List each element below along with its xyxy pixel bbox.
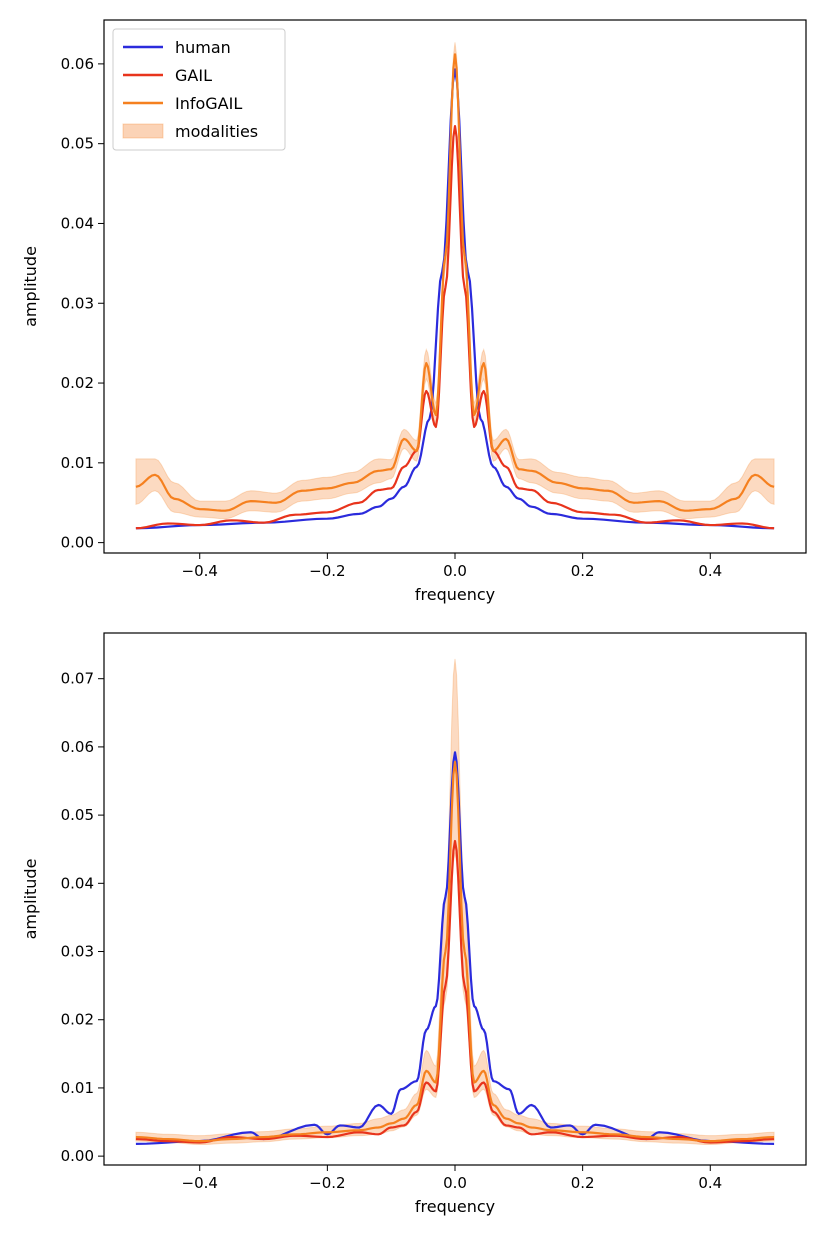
y-tick-label: 0.06 <box>61 738 94 756</box>
y-tick-label: 0.00 <box>61 534 94 552</box>
y-tick-label: 0.02 <box>61 1011 94 1029</box>
y-tick-label: 0.01 <box>61 454 94 472</box>
x-axis-label: frequency <box>415 585 495 604</box>
legend-swatch-modalities <box>122 123 164 139</box>
plot-area-2 <box>135 658 775 1146</box>
x-tick-label: 0.4 <box>698 1174 722 1192</box>
legend-label: human <box>175 38 231 57</box>
y-tick-label: 0.04 <box>61 874 94 892</box>
x-tick-label: −0.4 <box>182 562 218 580</box>
y-axis-label: amplitude <box>21 859 40 940</box>
series-line-human <box>135 68 775 530</box>
y-tick-label: 0.06 <box>61 55 94 73</box>
series-line-infogail <box>135 760 775 1143</box>
series-line-gail <box>135 125 775 530</box>
modalities-band <box>135 658 775 1146</box>
legend-label: InfoGAIL <box>175 94 242 113</box>
x-axis-label: frequency <box>415 1197 495 1216</box>
plot-area-1 <box>135 42 775 530</box>
y-axis-label: amplitude <box>21 246 40 327</box>
series-line-infogail <box>135 53 775 512</box>
y-tick-label: 0.05 <box>61 806 94 824</box>
x-tick-label: 0.4 <box>698 562 722 580</box>
x-tick-label: 0.0 <box>443 1174 467 1192</box>
chart-panel-2: −0.4 −0.2 0.0 0.2 0.4 0.00 0.01 0.02 0.03 0.04 0.0… <box>21 632 807 1216</box>
x-tick-label: 0.2 <box>571 1174 595 1192</box>
y-tick-label: 0.05 <box>61 135 94 153</box>
y-tick-label: 0.07 <box>61 670 94 688</box>
x-tick-label: 0.2 <box>571 562 595 580</box>
x-tick-label: −0.2 <box>309 562 345 580</box>
y-tick-label: 0.02 <box>61 374 94 392</box>
y-tick-label: 0.01 <box>61 1079 94 1097</box>
y-tick-label: 0.03 <box>61 943 94 961</box>
y-tick-label: 0.03 <box>61 294 94 312</box>
legend: human GAIL InfoGAIL modalities <box>112 28 286 151</box>
series-line-gail <box>135 839 775 1144</box>
x-tick-label: 0.0 <box>443 562 467 580</box>
chart-panel-1: −0.4 −0.2 0.0 0.2 0.4 0.00 0.01 0.02 0.03 0.04 0.0… <box>21 19 807 604</box>
y-tick-label: 0.04 <box>61 214 94 232</box>
legend-label: modalities <box>175 122 258 141</box>
legend-label: GAIL <box>175 66 212 85</box>
x-tick-label: −0.4 <box>182 1174 218 1192</box>
series-line-human <box>135 751 775 1145</box>
legend-box <box>112 28 286 151</box>
x-tick-label: −0.2 <box>309 1174 345 1192</box>
modalities-band <box>135 42 775 520</box>
y-tick-label: 0.00 <box>61 1147 94 1165</box>
